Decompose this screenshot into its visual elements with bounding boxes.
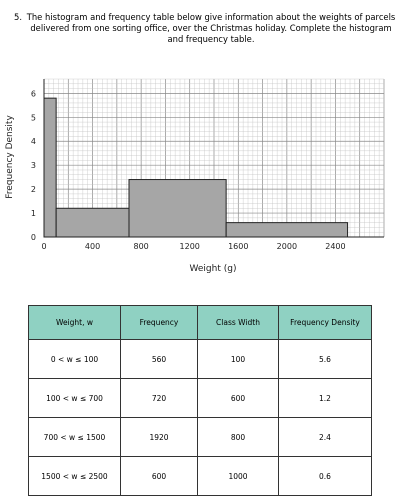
question: 5. The histogram and frequency table bel… (14, 12, 398, 45)
table-cell: 100 < w ≤ 700 (28, 378, 121, 418)
table-cell: 700 < w ≤ 1500 (28, 417, 121, 457)
y-tick-label: 6 (31, 89, 36, 98)
table-cell: 800 (197, 417, 279, 457)
question-text: The histogram and frequency table below … (26, 12, 396, 44)
table-cell: 1500 < w ≤ 2500 (28, 456, 121, 496)
y-tick-label: 2 (31, 185, 36, 194)
table-cell: 5.6 (278, 339, 372, 379)
table-cell: 1000 (197, 456, 279, 496)
y-tick-label: 4 (31, 137, 36, 146)
table-cell: 600 (197, 378, 279, 418)
y-tick-label: 1 (31, 209, 36, 218)
table-cell: 2.4 (278, 417, 372, 457)
x-tick-label: 2400 (325, 242, 345, 251)
table-header-cell: Frequency (120, 305, 198, 340)
y-axis-label: Frequency Density (5, 115, 15, 199)
y-tick-label: 5 (31, 113, 36, 122)
table-cell: 560 (120, 339, 198, 379)
table-cell: 0.6 (278, 456, 372, 496)
table-cell: 600 (120, 456, 198, 496)
table-row: 0 < w ≤ 100 560 100 5.6 (28, 339, 372, 379)
x-tick-label: 1600 (228, 242, 248, 251)
table-cell: 720 (120, 378, 198, 418)
histogram-bar (225, 222, 349, 238)
chart-axes (43, 79, 384, 238)
table-cell: 1.2 (278, 378, 372, 418)
x-tick-labels: 0 400 800 1200 1600 2000 2400 (41, 242, 345, 251)
histogram-bar (55, 207, 130, 238)
histogram-bar (128, 179, 227, 238)
question-number: 5. (14, 12, 22, 22)
x-tick-label: 1200 (180, 242, 200, 251)
table-header-cell: Class Width (197, 305, 279, 340)
table-header-cell: Weight, w (28, 305, 121, 340)
y-tick-label: 0 (31, 233, 36, 242)
table-header-cell: Frequency Density (278, 305, 372, 340)
x-tick-label: 2000 (277, 242, 297, 251)
chart-bars (43, 97, 349, 238)
table-cell: 1920 (120, 417, 198, 457)
table-row: 700 < w ≤ 1500 1920 800 2.4 (28, 417, 372, 457)
x-tick-label: 0 (41, 242, 46, 251)
histogram-bar (43, 97, 57, 238)
x-tick-label: 800 (134, 242, 149, 251)
frequency-table: Weight, w Frequency Class Width Frequency D… (28, 305, 372, 496)
x-axis-label: Weight (g) (190, 264, 237, 274)
y-tick-labels: 0 1 2 3 4 5 6 (31, 89, 36, 242)
table-row: 100 < w ≤ 700 720 600 1.2 (28, 378, 372, 418)
table-cell: 100 (197, 339, 279, 379)
histogram-chart: 0 400 800 1200 1600 2000 2400 0 1 2 3 4 5 6 Weight (… (5, 78, 385, 274)
x-tick-label: 400 (85, 242, 100, 251)
y-tick-label: 3 (31, 161, 36, 170)
table-row: 1500 < w ≤ 2500 600 1000 0.6 (28, 456, 372, 496)
table-cell: 0 < w ≤ 100 (28, 339, 121, 379)
table-header-row: Weight, w Frequency Class Width Frequency D… (28, 305, 372, 340)
